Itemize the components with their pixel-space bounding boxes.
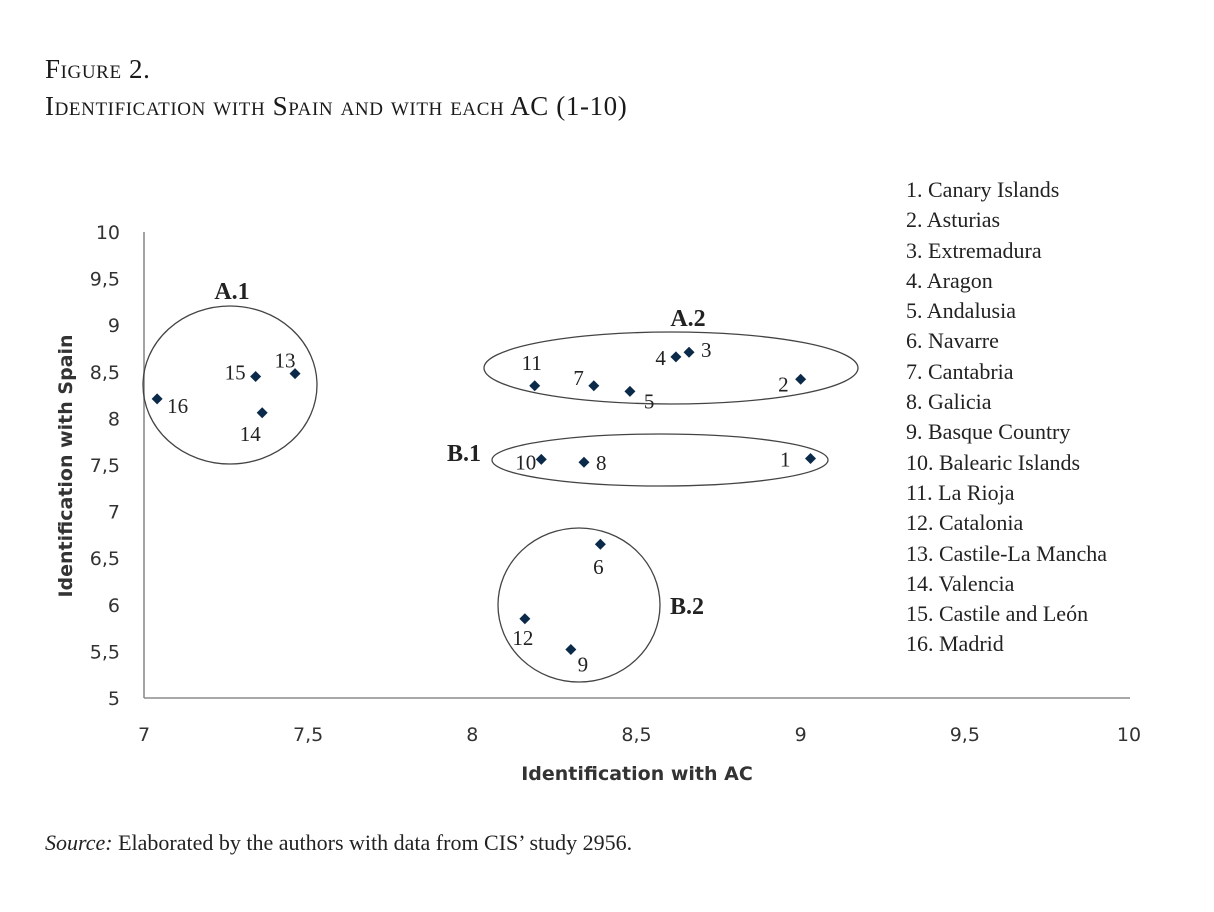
legend-item: 12. Catalonia	[906, 510, 1024, 536]
data-point-label: 11	[522, 351, 542, 375]
data-point-marker	[535, 453, 547, 465]
data-point-marker	[578, 456, 590, 468]
source-text: Elaborated by the authors with data from…	[118, 830, 633, 855]
cluster-label: B.2	[670, 594, 704, 620]
x-tick-label: 8	[466, 724, 478, 746]
cluster-label: A.2	[670, 306, 705, 332]
y-tick-label: 7,5	[90, 455, 120, 477]
data-point-marker	[529, 380, 541, 392]
data-point-marker	[250, 370, 262, 382]
y-tick-label: 8	[108, 408, 120, 430]
legend-item: 16. Madrid	[906, 631, 1004, 657]
cluster-label: A.1	[214, 279, 249, 305]
data-point-label: 8	[596, 451, 607, 475]
legend-item: 13. Castile-La Mancha	[906, 540, 1107, 566]
y-tick-label: 9,5	[90, 269, 120, 291]
x-tick-label: 9,5	[950, 724, 980, 746]
data-point-marker	[256, 407, 268, 419]
data-point-marker	[565, 644, 577, 656]
data-point-label: 4	[655, 346, 666, 370]
cluster-ellipse-b2	[497, 527, 661, 683]
data-point-label: 13	[275, 349, 296, 373]
legend-item: 2. Asturias	[906, 207, 1001, 233]
y-axis-title: Identification with Spain	[55, 334, 77, 597]
legend-item: 1. Canary Islands	[906, 177, 1060, 202]
legend-item: 8. Galicia	[906, 389, 992, 415]
source-note: Source: Elaborated by the authors with d…	[45, 830, 632, 856]
cluster-labels: A.1 A.2 B.1 B.2	[214, 279, 705, 620]
x-tick-label: 10	[1117, 724, 1141, 746]
data-points	[151, 346, 817, 656]
legend-item: 10. Balearic Islands	[906, 449, 1081, 475]
data-point-label: 3	[701, 338, 712, 362]
data-point-marker	[795, 373, 807, 385]
data-point-label: 9	[578, 653, 589, 677]
cluster-label: B.1	[447, 441, 481, 467]
legend-item: 5. Andalusia	[906, 298, 1016, 324]
figure-heading: Figure 2. Identification with Spain and …	[45, 52, 627, 126]
cluster-ellipses	[142, 305, 859, 683]
cluster-ellipse-a1	[142, 305, 318, 465]
y-tick-label: 9	[108, 315, 120, 337]
x-tick-label: 8,5	[621, 724, 651, 746]
data-point-label: 5	[644, 389, 655, 413]
x-tick-label: 7,5	[293, 724, 323, 746]
figure-label: Figure 2.	[45, 54, 151, 84]
y-tick-label: 5,5	[90, 641, 120, 663]
data-point-marker	[519, 613, 531, 625]
data-point-label: 1	[780, 447, 791, 471]
data-point-label: 12	[512, 626, 533, 650]
y-tick-label: 6	[108, 595, 120, 617]
x-tick-label: 7	[138, 724, 150, 746]
y-tick-labels: 5 5,5 6 6,5 7 7,5 8 8,5 9 9,5 10	[90, 222, 120, 710]
data-point-label: 7	[573, 366, 584, 390]
data-point-marker	[624, 385, 636, 397]
legend-item: 7. Cantabria	[906, 358, 1014, 384]
data-point-label: 15	[225, 360, 246, 384]
y-tick-label: 8,5	[90, 362, 120, 384]
data-point-marker	[805, 452, 817, 464]
legend-item: 9. Basque Country	[906, 419, 1071, 445]
data-point-marker	[594, 538, 606, 550]
legend-item: 6. Navarre	[906, 328, 999, 354]
legend-item: 11. La Rioja	[906, 479, 1015, 505]
legend-item: 15. Castile and León	[906, 601, 1089, 627]
data-point-marker	[683, 346, 695, 358]
source-prefix: Source:	[45, 830, 113, 855]
x-tick-labels: 7 7,5 8 8,5 9 9,5 10	[138, 724, 1141, 746]
data-point-label: 16	[167, 394, 188, 418]
data-point-label: 2	[778, 372, 789, 396]
x-axis-title: Identification with AC	[521, 763, 753, 785]
data-point-marker	[151, 393, 163, 405]
data-point-label: 10	[515, 450, 536, 474]
data-point-marker	[588, 380, 600, 392]
y-tick-label: 7	[108, 502, 120, 524]
data-point-marker	[670, 351, 682, 363]
legend-item: 3. Extremadura	[906, 237, 1042, 263]
x-tick-label: 9	[795, 724, 807, 746]
y-tick-label: 5	[108, 688, 120, 710]
y-tick-label: 10	[96, 222, 120, 244]
legend-list: 1. Canary Islands 2. Asturias 3. Extrema…	[906, 175, 1107, 660]
data-point-label: 14	[240, 422, 262, 446]
figure-title: Identification with Spain and with each …	[45, 91, 628, 121]
cluster-ellipse-b1	[491, 433, 829, 487]
data-point-label: 6	[593, 555, 604, 579]
legend-item: 4. Aragon	[906, 267, 993, 293]
y-tick-label: 6,5	[90, 548, 120, 570]
cluster-ellipse-a2	[483, 331, 859, 405]
legend-item: 14. Valencia	[906, 570, 1015, 596]
data-point-marker	[289, 368, 301, 380]
